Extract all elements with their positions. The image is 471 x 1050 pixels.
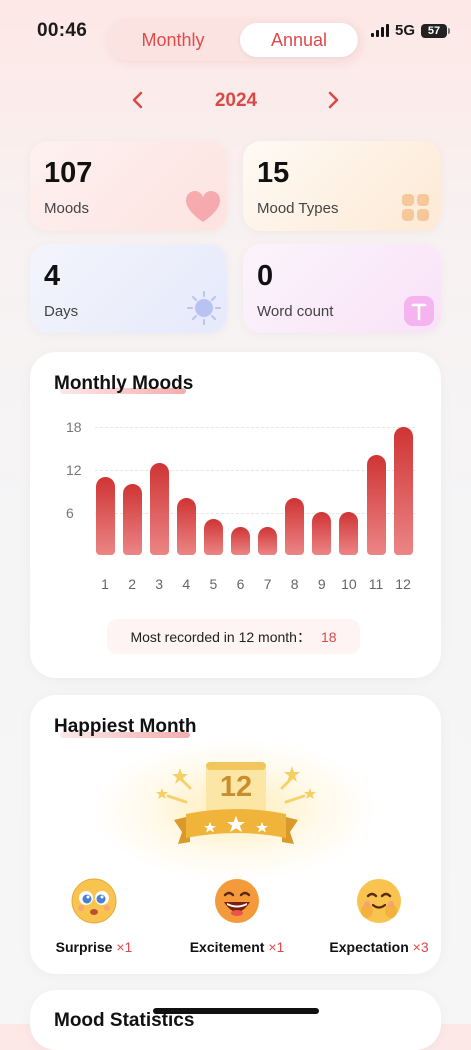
x-tick-label: 1 xyxy=(101,576,109,592)
bar-month-3 xyxy=(149,462,169,555)
stat-value: 4 xyxy=(44,260,61,292)
text-icon xyxy=(404,296,434,326)
bar-month-10 xyxy=(339,512,359,555)
x-tick-label: 9 xyxy=(317,576,326,592)
stat-value: 0 xyxy=(257,260,274,292)
network-label: 5G xyxy=(394,22,415,39)
mood-name: Surprise ×1 xyxy=(29,939,159,955)
grid-icon xyxy=(402,194,429,221)
x-tick-label: 7 xyxy=(263,576,272,592)
y-tick-label: 12 xyxy=(66,462,82,478)
expectation-emoji-icon xyxy=(357,879,401,923)
stat-label: Moods xyxy=(44,200,90,217)
tab-monthly[interactable]: Monthly xyxy=(141,29,205,50)
bar-month-8 xyxy=(285,498,305,555)
tab-annual[interactable]: Annual xyxy=(240,23,358,57)
battery-level: 57 xyxy=(427,24,441,37)
battery-icon: 57 xyxy=(421,23,450,38)
bar-month-5 xyxy=(203,519,223,555)
stat-card-mood-types: 15 Mood Types xyxy=(243,141,441,231)
next-year-button[interactable] xyxy=(319,86,347,114)
most-recorded-value: 18 xyxy=(320,628,337,645)
title-underline xyxy=(60,732,190,738)
surprise-emoji-icon xyxy=(71,878,117,924)
bar-month-12 xyxy=(393,427,413,555)
x-tick-label: 3 xyxy=(155,576,164,592)
stat-card-word-count: 0 Word count xyxy=(243,244,441,333)
most-recorded-summary: Most recorded in 12 month： 18 xyxy=(107,619,360,654)
sun-icon xyxy=(187,291,221,325)
bar-month-9 xyxy=(312,512,332,555)
x-tick-label: 11 xyxy=(368,576,384,592)
trophy-badge-icon xyxy=(156,762,316,844)
bar-month-11 xyxy=(366,455,386,555)
mood-name: Expectation ×3 xyxy=(314,939,444,955)
chevron-right-icon xyxy=(328,91,339,109)
mood-name: Excitement ×1 xyxy=(172,939,302,955)
y-tick-label: 18 xyxy=(66,419,82,435)
stat-label: Word count xyxy=(257,303,334,320)
bar-month-2 xyxy=(122,483,142,555)
stat-label: Mood Types xyxy=(257,200,339,217)
grid-line xyxy=(95,470,415,471)
excitement-emoji-icon xyxy=(215,879,259,923)
bar-month-4 xyxy=(176,498,196,555)
home-indicator[interactable] xyxy=(153,1008,319,1014)
year-label: 2024 xyxy=(214,90,258,111)
prev-year-button[interactable] xyxy=(124,86,152,114)
heart-icon xyxy=(186,191,220,222)
happiest-month-number: 12 xyxy=(219,771,253,803)
mood-item-excitement[interactable]: Excitement ×1 xyxy=(172,878,302,955)
mood-count: ×1 xyxy=(116,939,133,955)
x-tick-label: 6 xyxy=(236,576,245,592)
title-underline xyxy=(60,388,186,394)
x-tick-label: 10 xyxy=(341,576,357,592)
status-icons: 5G 57 xyxy=(370,22,450,39)
mood-label: Surprise xyxy=(55,939,113,955)
stat-card-moods: 107 Moods xyxy=(30,141,227,231)
mood-count: ×3 xyxy=(412,939,429,955)
x-tick-label: 5 xyxy=(209,576,218,592)
mood-item-expectation[interactable]: Expectation ×3 xyxy=(314,878,444,955)
chevron-left-icon xyxy=(132,91,143,109)
mood-label: Expectation xyxy=(329,939,409,955)
status-time: 00:46 xyxy=(37,20,88,41)
signal-icon xyxy=(370,24,389,37)
happiest-month-title: Happiest Month xyxy=(54,716,197,737)
mood-count: ×1 xyxy=(268,939,285,955)
x-tick-label: 2 xyxy=(128,576,136,592)
stat-label: Days xyxy=(44,303,79,320)
monthly-moods-title: Monthly Moods xyxy=(54,373,194,394)
grid-line xyxy=(95,427,415,428)
stat-value: 15 xyxy=(257,157,290,189)
stat-card-days: 4 Days xyxy=(30,244,227,333)
bar-month-6 xyxy=(231,526,250,555)
most-recorded-label: Most recorded in 12 month： xyxy=(130,628,311,645)
mood-label: Excitement xyxy=(189,939,265,955)
view-toggle: Monthly Annual xyxy=(108,19,362,61)
mood-item-surprise[interactable]: Surprise ×1 xyxy=(29,878,159,955)
y-tick-label: 6 xyxy=(66,505,74,521)
stat-value: 107 xyxy=(44,157,93,189)
x-tick-label: 12 xyxy=(395,576,411,592)
grid-line xyxy=(95,513,415,514)
x-tick-label: 8 xyxy=(290,576,299,592)
x-tick-label: 4 xyxy=(182,576,191,592)
bar-month-1 xyxy=(95,476,115,555)
bar-month-7 xyxy=(258,526,278,555)
